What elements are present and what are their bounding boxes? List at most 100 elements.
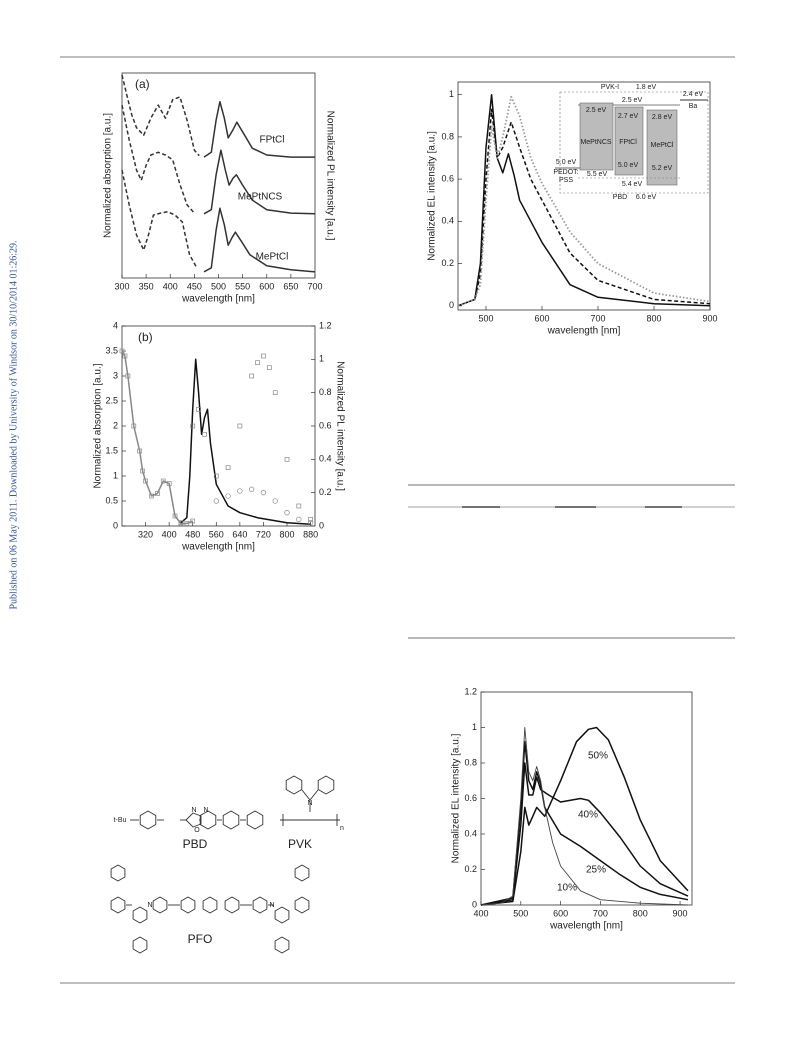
energy-label: 2.5 eV: [586, 107, 607, 114]
y-tick-label: 1: [449, 89, 454, 99]
y-tick-label: 4: [113, 320, 118, 330]
data-marker: [266, 365, 272, 371]
ring: [252, 896, 268, 914]
y2-tick-label: 1.2: [319, 320, 332, 330]
curve-label: 25%: [586, 865, 606, 876]
x-tick-label: 560: [209, 529, 224, 539]
data-marker: [260, 490, 267, 496]
data-marker: [255, 360, 260, 366]
x-tick-label: 600: [534, 313, 549, 323]
energy-label: 5.5 eV: [587, 171, 608, 178]
ring: [222, 810, 240, 830]
structure-label: PBD: [183, 837, 208, 851]
x-tick-label: 650: [283, 281, 298, 291]
y-tick-label: 0.2: [441, 258, 454, 268]
structure-label: N: [191, 807, 196, 814]
energy-label: MePtNCS: [580, 139, 611, 146]
data-marker: [237, 423, 243, 429]
y-axis-label: Normalized absorption [a.u.]: [93, 363, 104, 488]
structure-label: N: [203, 807, 208, 814]
data-line: [180, 358, 311, 526]
data-line: [121, 104, 195, 214]
data-line: [121, 74, 200, 157]
energy-label: 1.8 eV: [636, 84, 657, 91]
plot-frame: [457, 81, 711, 311]
y-tick-label: 2.5: [105, 395, 118, 405]
energy-label: 6.0 eV: [636, 194, 657, 201]
data-marker: [160, 478, 166, 484]
ring: [294, 864, 310, 882]
y-tick-label: 0.4: [441, 216, 454, 226]
curve-label: FPtCl: [260, 135, 285, 146]
data-marker: [261, 353, 266, 359]
x-axis-label: wavelength [nm]: [549, 921, 623, 932]
data-line: [480, 726, 689, 906]
ring: [152, 896, 168, 914]
energy-label: 5.0 eV: [556, 159, 577, 166]
data-line: [121, 169, 198, 269]
data-marker: [155, 491, 160, 496]
x-tick-label: 700: [307, 281, 322, 291]
x-tick-label: 550: [235, 281, 250, 291]
y2-axis-label: Normalized PL intensity [a.u.]: [334, 361, 345, 491]
data-marker: [296, 503, 302, 509]
x-tick-label: 720: [256, 529, 271, 539]
data-marker: [284, 510, 290, 516]
y-tick-label: 2: [113, 420, 118, 430]
ring: [285, 775, 303, 795]
data-line: [457, 95, 711, 307]
data-marker: [149, 493, 154, 499]
data-marker: [296, 516, 302, 522]
ring: [294, 896, 310, 914]
y2-tick-label: 0.4: [319, 454, 332, 464]
y2-tick-label: 0.8: [319, 387, 332, 397]
curve-label: MePtCl: [256, 252, 289, 263]
data-marker: [190, 423, 196, 429]
curve-label: 40%: [578, 810, 598, 821]
x-tick-label: 350: [139, 281, 154, 291]
y2-tick-label: 1: [319, 354, 324, 364]
energy-label: 2.7 eV: [618, 113, 639, 120]
data-marker: [143, 478, 148, 484]
x-tick-label: 700: [593, 908, 608, 918]
ring: [180, 896, 196, 914]
structure-label: PVK: [288, 837, 312, 851]
x-tick-label: 300: [114, 281, 129, 291]
x-tick-label: 400: [162, 529, 177, 539]
ring: [110, 864, 126, 882]
data-marker: [125, 373, 131, 379]
data-marker: [307, 520, 314, 526]
energy-label: 5.2 eV: [652, 165, 673, 172]
data-marker: [172, 513, 178, 519]
x-tick-label: 480: [185, 529, 200, 539]
data-marker: [249, 373, 254, 379]
x-tick-label: 500: [211, 281, 226, 291]
y-tick-label: 3: [113, 370, 118, 380]
y-tick-label: 0.5: [105, 495, 118, 505]
y-tick-label: 1.2: [464, 686, 477, 696]
y-tick-label: 0: [472, 899, 477, 909]
data-marker: [131, 423, 137, 429]
panel-tag: (b): [138, 330, 153, 344]
energy-label: PSS: [559, 177, 573, 184]
data-marker: [178, 520, 184, 526]
ring: [317, 775, 335, 795]
data-line: [203, 149, 316, 215]
data-marker: [166, 481, 172, 486]
y-tick-label: 1: [472, 722, 477, 732]
ring: [132, 936, 148, 954]
energy-label: 5.0 eV: [618, 162, 639, 169]
structure-label: t-Bu: [114, 817, 127, 824]
ring: [139, 810, 157, 830]
data-marker: [308, 516, 313, 522]
x-tick-label: 600: [259, 281, 274, 291]
data-marker: [225, 465, 231, 471]
energy-label: 2.4 eV: [683, 91, 704, 98]
data-marker: [119, 348, 125, 354]
y2-tick-label: 0.6: [319, 420, 332, 430]
energy-label: PVK-I: [601, 84, 619, 91]
y-tick-label: 0: [449, 300, 454, 310]
data-marker: [248, 486, 255, 492]
x-tick-label: 400: [473, 908, 488, 918]
